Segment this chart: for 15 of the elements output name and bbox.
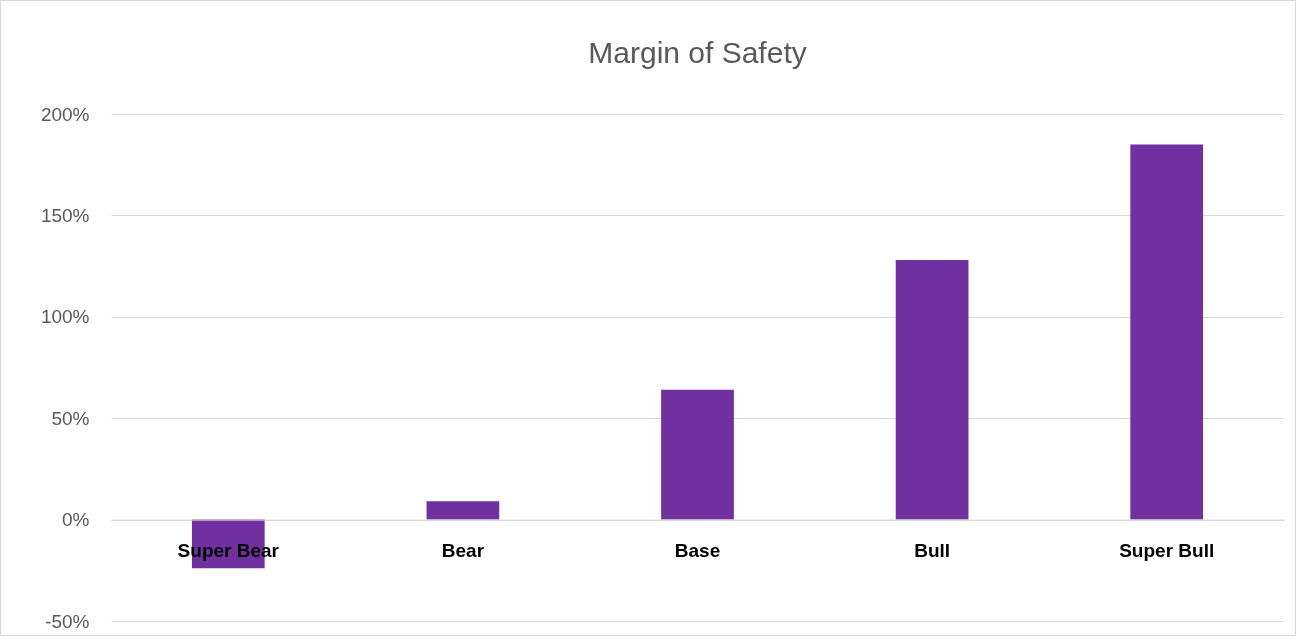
- y-tick-label: 100%: [40, 306, 90, 328]
- y-tick-label: -50%: [45, 610, 90, 632]
- bar: [426, 501, 500, 520]
- x-tick-label: Super Bull: [1119, 540, 1215, 562]
- x-tick-label: Bear: [441, 540, 485, 562]
- y-tick-label: 50%: [51, 407, 90, 429]
- y-tick-label: 0%: [62, 509, 90, 531]
- bar: [661, 389, 734, 520]
- x-tick-label: Base: [674, 540, 721, 562]
- x-tick-label: Bull: [914, 540, 951, 562]
- chart-title: Margin of Safety: [588, 36, 807, 69]
- bar: [895, 260, 969, 520]
- y-tick-label: 150%: [40, 204, 90, 226]
- bar: [1130, 144, 1204, 520]
- y-tick-label: 200%: [40, 103, 90, 125]
